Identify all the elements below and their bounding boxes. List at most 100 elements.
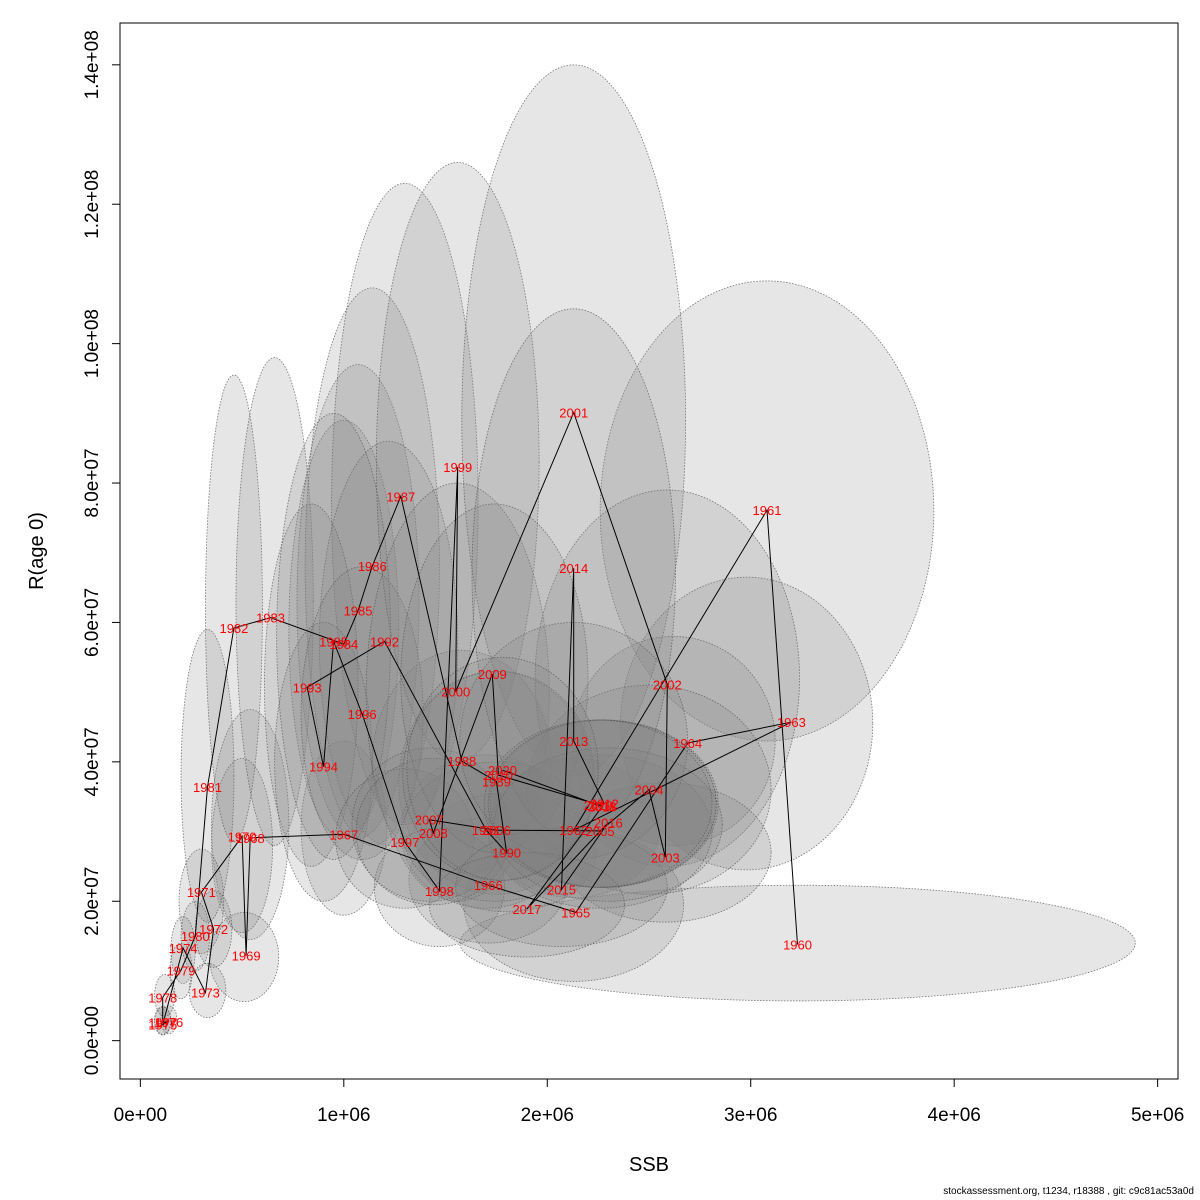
year-label-2010: 2010 [484, 768, 513, 783]
year-label-1966: 1966 [474, 878, 503, 893]
ellipse-1973 [188, 962, 227, 1019]
year-label-1986: 1986 [358, 559, 387, 574]
x-tick-label: 2e+06 [521, 1105, 574, 1126]
ellipse-2017 [428, 852, 625, 958]
year-label-2008: 2008 [419, 826, 448, 841]
ellipse-2001 [461, 64, 687, 777]
year-label-2018: 2018 [588, 799, 617, 814]
year-label-1972: 1972 [199, 922, 228, 937]
year-label-2013: 2013 [559, 734, 588, 749]
y-axis-title: R(age 0) [26, 512, 48, 590]
year-label-2009: 2009 [478, 667, 507, 682]
year-label-1969: 1969 [232, 949, 261, 964]
year-label-1976: 1976 [154, 1015, 183, 1030]
year-label-1974: 1974 [169, 941, 198, 956]
trajectory-lines [161, 411, 798, 1026]
year-label-1989: 1989 [482, 774, 511, 789]
y-tick-label: 1.2e+08 [82, 170, 103, 239]
year-label-1985: 1985 [344, 604, 373, 619]
ellipse-2002 [534, 489, 800, 867]
ellipse-1981 [180, 629, 235, 923]
ellipse-1969 [209, 912, 280, 1003]
year-label-1962: 1962 [559, 823, 588, 838]
year-label-1975: 1975 [148, 1018, 177, 1033]
year-label-1967: 1967 [329, 827, 358, 842]
ellipse-2009 [400, 503, 589, 853]
year-label-2001: 2001 [559, 406, 588, 421]
y-tick-label: 1.4e+08 [82, 30, 103, 99]
x-tick-label: 0e+00 [114, 1105, 167, 1126]
year-label-1973: 1973 [191, 986, 220, 1001]
x-tick-label: 3e+06 [724, 1105, 777, 1126]
year-label-1968: 1968 [236, 831, 265, 846]
x-tick-label: 1e+06 [317, 1105, 370, 1126]
x-axis: 0e+00 1e+06 2e+06 3e+06 4e+06 5e+06 [114, 1078, 1184, 1126]
year-label-1964: 1964 [673, 736, 702, 751]
y-tick-label: 1.0e+08 [82, 309, 103, 378]
ellipse-1976 [160, 1005, 178, 1035]
year-label-1978: 1978 [148, 990, 177, 1005]
year-label-1963: 1963 [777, 715, 806, 730]
y-tick-label: 0.0e+00 [82, 1006, 103, 1075]
year-label-2000: 2000 [441, 684, 470, 699]
year-label-1998: 1998 [425, 884, 454, 899]
y-axis: 0.0e+00 2.0e+07 4.0e+07 6.0e+07 8.0e+07 1.0e+… [82, 30, 121, 1075]
year-label-2004: 2004 [635, 783, 664, 798]
year-label-1979: 1979 [167, 963, 196, 978]
year-label-1997: 1997 [390, 835, 419, 850]
year-label-1984: 1984 [329, 637, 358, 652]
x-tick-label: 5e+06 [1131, 1105, 1184, 1126]
year-label-1960: 1960 [783, 937, 812, 952]
y-tick-label: 2.0e+07 [82, 867, 103, 936]
year-label-2003: 2003 [651, 850, 680, 865]
year-label-1983: 1983 [256, 611, 285, 626]
year-label-2014: 2014 [559, 561, 588, 576]
year-label-2020: 2020 [488, 763, 517, 778]
year-label-2015: 2015 [547, 882, 576, 897]
year-label-1965: 1965 [561, 905, 590, 920]
ellipse-1997 [335, 768, 475, 909]
footer-text: stockassessment.org, t1234, r18388 , git… [943, 1186, 1194, 1197]
year-label-1999: 1999 [443, 460, 472, 475]
year-label-1971: 1971 [187, 885, 216, 900]
year-label-1994: 1994 [309, 760, 338, 775]
year-label-2006: 2006 [482, 823, 511, 838]
ellipse-1983 [235, 357, 314, 846]
year-label-2012: 2012 [590, 797, 619, 812]
confidence-ellipses [154, 64, 1136, 1036]
ellipse-1963 [620, 576, 874, 871]
y-tick-label: 4.0e+07 [82, 727, 103, 796]
year-label-2002: 2002 [653, 677, 682, 692]
year-label-2016: 2016 [594, 815, 623, 830]
ellipse-1995 [276, 412, 392, 860]
ellipse-2010 [402, 670, 595, 881]
trajectory-line [161, 411, 798, 1026]
year-label-1996: 1996 [348, 707, 377, 722]
ellipse-1974 [170, 916, 196, 984]
year-label-1961: 1961 [753, 503, 782, 518]
year-label-1990: 1990 [492, 845, 521, 860]
year-label-1987: 1987 [386, 489, 415, 504]
ellipse-2020 [406, 656, 599, 881]
year-label-1991: 1991 [472, 823, 501, 838]
year-label-1988: 1988 [447, 754, 476, 769]
year-label-1970: 1970 [228, 829, 257, 844]
year-label-1977: 1977 [148, 1016, 177, 1031]
year-label-2007: 2007 [415, 813, 444, 828]
year-label-1980: 1980 [181, 929, 210, 944]
year-label-2017: 2017 [512, 902, 541, 917]
ellipse-2019 [483, 719, 713, 888]
year-label-1981: 1981 [193, 780, 222, 795]
year-label-2005: 2005 [586, 824, 615, 839]
year-label-2011: 2011 [588, 799, 616, 814]
year-label-2019: 2019 [584, 798, 613, 813]
ellipse-1982 [205, 374, 263, 843]
year-label-1993: 1993 [293, 680, 322, 695]
x-axis-title: SSB [629, 1154, 669, 1176]
ellipse-1987 [331, 182, 479, 825]
year-label-1995: 1995 [319, 634, 348, 649]
ellipse-2018 [487, 719, 717, 888]
year-label-1992: 1992 [370, 634, 399, 649]
ellipse-1967 [300, 740, 387, 916]
